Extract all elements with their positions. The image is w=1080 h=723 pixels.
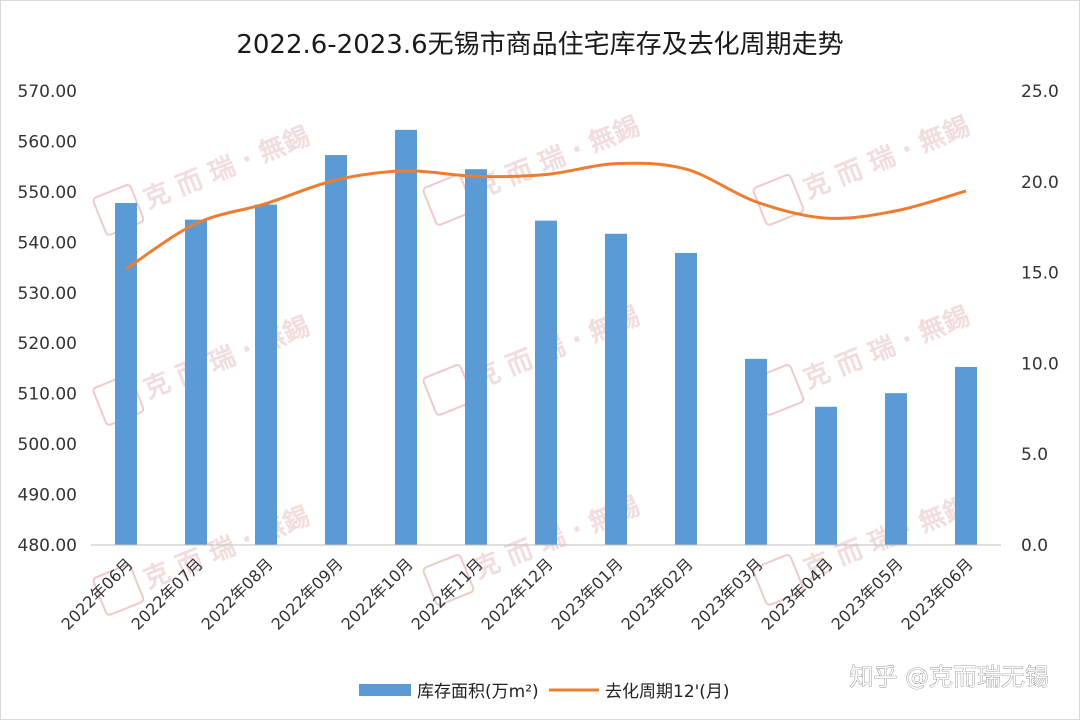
bar xyxy=(395,129,417,545)
x-tick-label: 2023年02月 xyxy=(618,554,697,633)
watermark-stamp xyxy=(92,564,145,616)
bar xyxy=(675,252,697,545)
y-tick-right: 15.0 xyxy=(1021,264,1059,284)
x-tick-label: 2022年11月 xyxy=(408,554,487,633)
y-tick-left: 520.00 xyxy=(18,334,77,354)
watermark-text: 克 而 瑞 · 無錫 xyxy=(799,110,974,205)
legend-label-bar: 库存面积(万m²) xyxy=(417,682,539,702)
watermark: 克 而 瑞 · 無錫 xyxy=(422,110,644,226)
line-path xyxy=(125,161,967,271)
bar xyxy=(465,169,487,545)
x-tick-label: 2022年09月 xyxy=(268,554,347,633)
y-tick-left: 500.00 xyxy=(18,435,77,455)
y-tick-left: 540.00 xyxy=(18,233,77,253)
y-tick-left: 510.00 xyxy=(18,385,77,405)
watermark-text: 克 而 瑞 · 無錫 xyxy=(139,310,314,405)
watermark: 克 而 瑞 · 無錫 xyxy=(752,110,974,226)
x-tick-label: 2022年06月 xyxy=(58,554,137,633)
y-tick-left: 490.00 xyxy=(18,486,77,506)
source-credit: 知乎 @克而瑞无锡 xyxy=(849,663,1049,691)
bar xyxy=(255,204,277,545)
watermark-text: 克 而 瑞 · 無錫 xyxy=(799,300,974,395)
y-tick-right: 0.0 xyxy=(1021,536,1048,556)
legend-swatch-bar xyxy=(359,684,411,696)
x-tick-label: 2023年01月 xyxy=(548,554,627,633)
watermark: 克 而 瑞 · 無錫 xyxy=(752,300,974,416)
bar xyxy=(535,220,557,546)
y-tick-left: 560.00 xyxy=(18,132,77,152)
right-y-axis: 0.0 5.0 10.0 15.0 20.0 25.0 xyxy=(1021,82,1059,556)
legend: 库存面积(万m²) 去化周期12'(月) xyxy=(359,682,730,702)
watermark-stamp xyxy=(752,174,805,226)
x-tick-label: 2023年04月 xyxy=(758,554,837,633)
bar xyxy=(815,406,837,545)
y-tick-right: 20.0 xyxy=(1021,173,1059,193)
chart-title: 2022.6-2023.6无锡市商品住宅库存及去化周期走势 xyxy=(236,30,843,60)
left-y-axis: 480.00 490.00 500.00 510.00 520.00 530.00 540.… xyxy=(18,82,77,556)
y-tick-left: 570.00 xyxy=(18,82,77,102)
y-tick-right: 10.0 xyxy=(1021,354,1059,374)
watermark-text: 克 而 瑞 · 無錫 xyxy=(139,500,314,595)
x-tick-label: 2023年06月 xyxy=(898,554,977,633)
watermark-layer: 克 而 瑞 · 無錫克 而 瑞 · 無錫克 而 瑞 · 無錫克 而 瑞 · 無錫… xyxy=(92,110,974,616)
y-tick-left: 550.00 xyxy=(18,183,77,203)
x-tick-label: 2023年03月 xyxy=(688,554,767,633)
watermark-stamp xyxy=(422,554,475,606)
watermark-text: 克 而 瑞 · 無錫 xyxy=(469,110,644,205)
watermark-text: 克 而 瑞 · 無錫 xyxy=(139,120,314,215)
bar xyxy=(745,358,767,545)
bar xyxy=(115,202,137,545)
bar xyxy=(955,366,977,545)
legend-label-line: 去化周期12'(月) xyxy=(605,682,730,702)
line-series xyxy=(125,161,967,271)
bar xyxy=(885,393,907,545)
bar xyxy=(185,219,207,545)
bar xyxy=(605,233,627,545)
y-tick-left: 480.00 xyxy=(18,536,77,556)
watermark-stamp xyxy=(752,554,805,606)
bar xyxy=(325,155,347,545)
x-tick-label: 2022年10月 xyxy=(338,554,417,633)
y-tick-right: 25.0 xyxy=(1021,82,1059,102)
bar-series xyxy=(115,129,977,546)
y-tick-left: 530.00 xyxy=(18,284,77,304)
y-tick-right: 5.0 xyxy=(1021,445,1048,465)
